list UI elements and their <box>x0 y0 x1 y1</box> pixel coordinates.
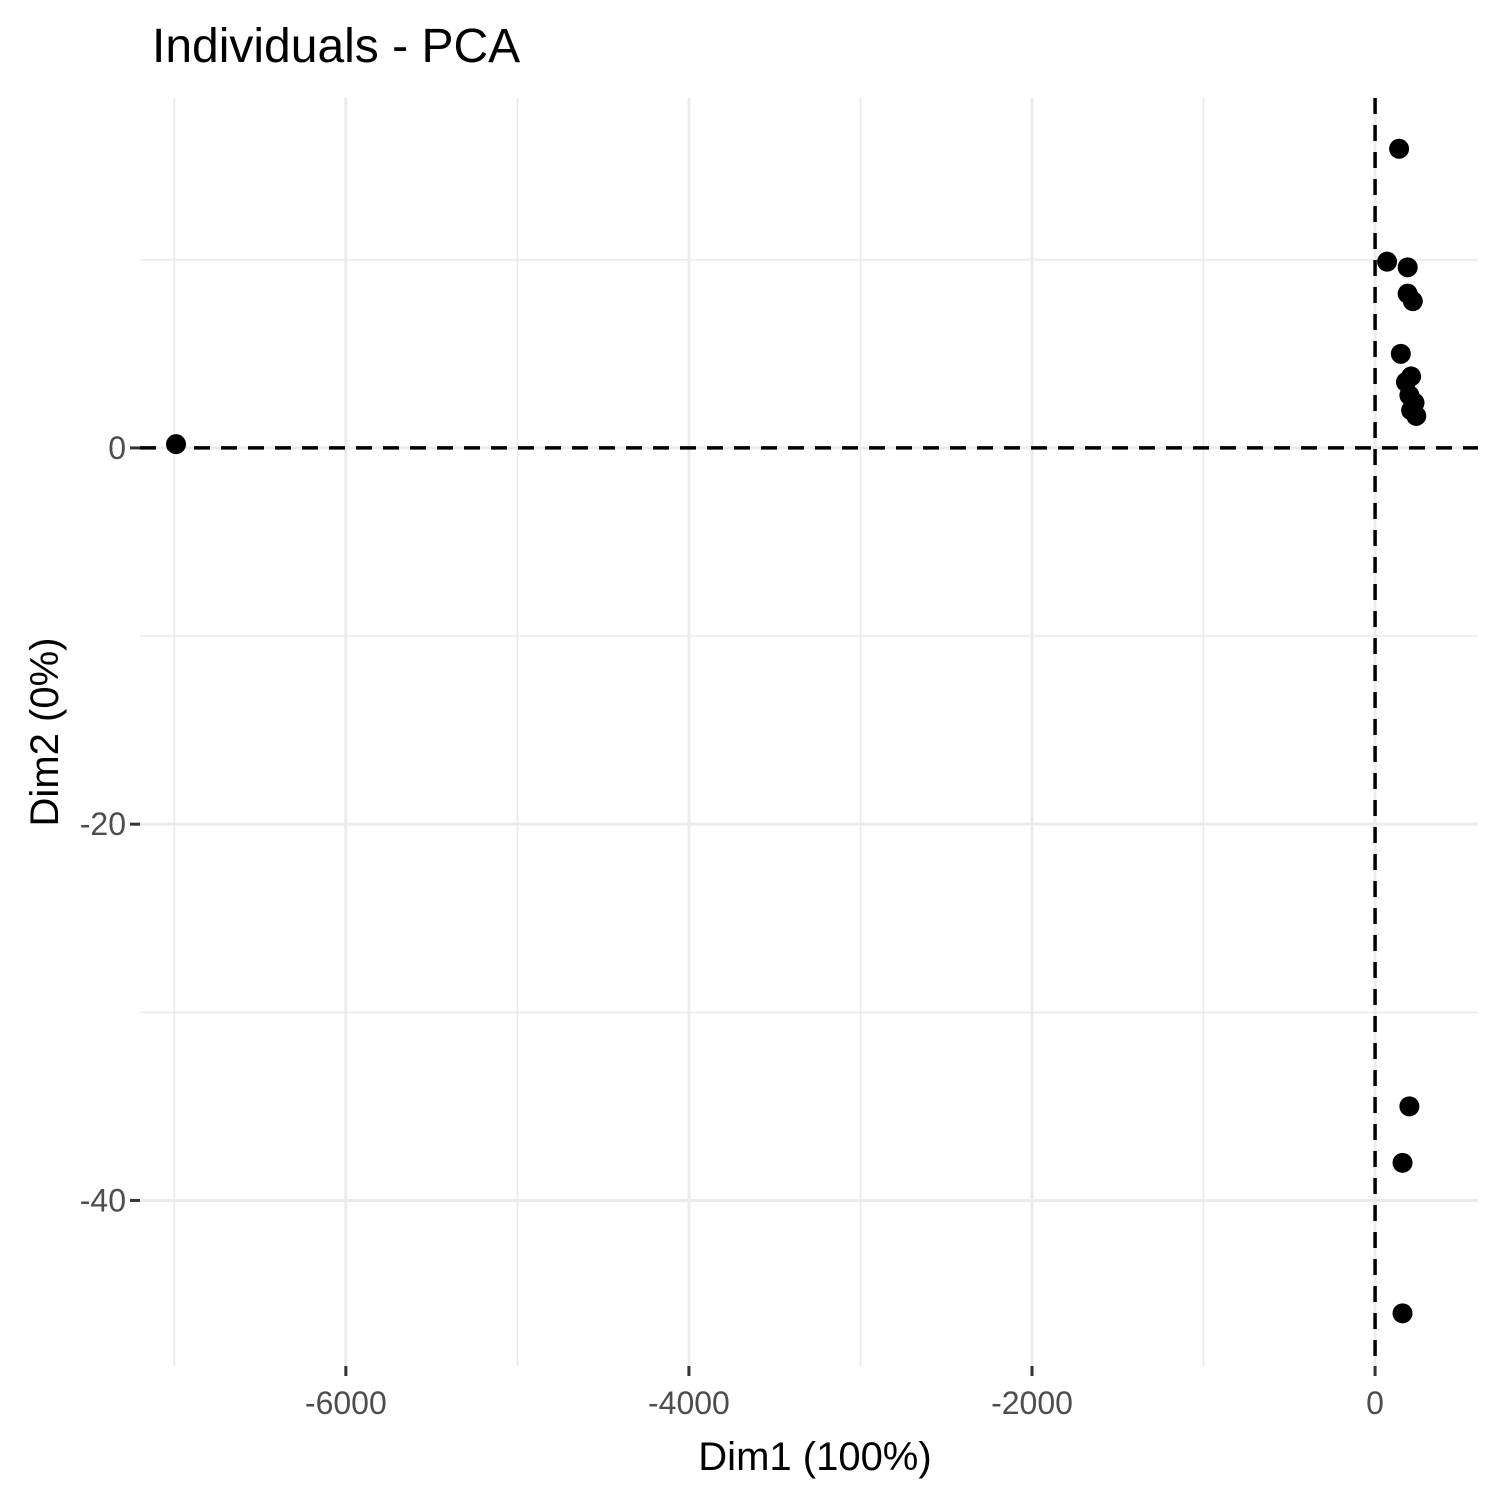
y-tick-label: 0 <box>108 430 126 466</box>
data-point <box>1390 343 1411 364</box>
data-point <box>1402 291 1423 312</box>
data-point <box>166 434 187 455</box>
x-tick-label: -6000 <box>305 1385 387 1421</box>
y-tick-label: -20 <box>80 806 126 842</box>
x-tick-label: -4000 <box>648 1385 730 1421</box>
data-point <box>1399 1096 1420 1117</box>
data-point <box>1377 251 1398 272</box>
data-point <box>1392 1152 1413 1173</box>
y-axis-title: Dim2 (0%) <box>23 638 67 827</box>
x-tick-label: -2000 <box>991 1385 1073 1421</box>
x-axis-title: Dim1 (100%) <box>698 1435 931 1479</box>
y-tick-label: -40 <box>80 1182 126 1218</box>
data-point <box>1397 257 1418 278</box>
y-axis: -40 -20 0 <box>80 430 140 1218</box>
x-axis: -6000 -4000 -2000 0 <box>305 1366 1384 1421</box>
data-point <box>1406 405 1427 426</box>
data-point <box>1392 1303 1413 1324</box>
reference-lines <box>140 98 1478 1366</box>
data-point <box>1389 138 1410 159</box>
x-tick-label: 0 <box>1366 1385 1384 1421</box>
chart-title: Individuals - PCA <box>152 20 520 73</box>
data-points <box>166 138 1427 1324</box>
